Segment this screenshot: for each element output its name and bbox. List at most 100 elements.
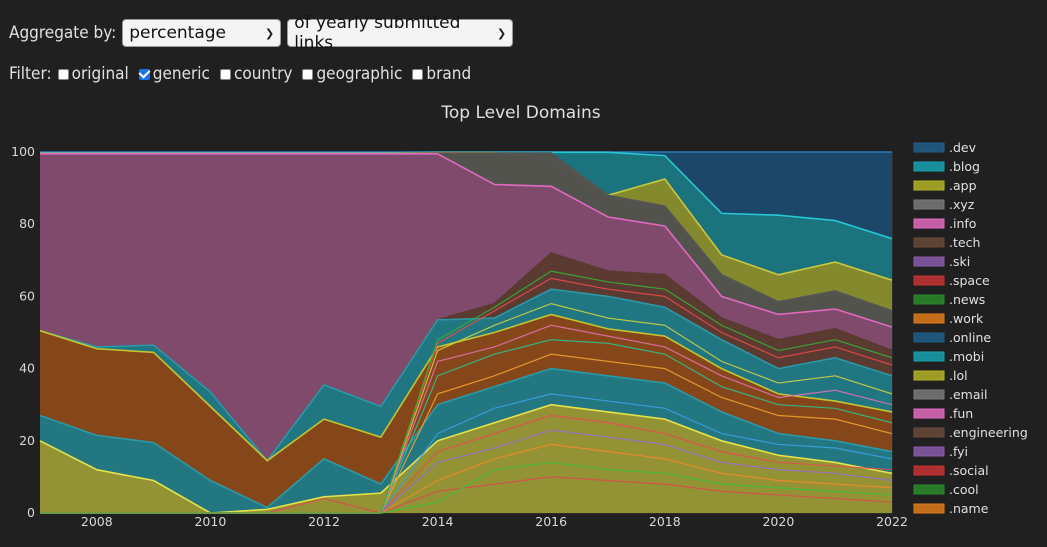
area-band-line	[39, 403, 893, 514]
legend-swatch	[913, 503, 945, 514]
filter-geographic-label: geographic	[316, 64, 403, 84]
generic-checkbox[interactable]	[138, 68, 150, 80]
legend-label: .news	[949, 292, 985, 307]
of-select[interactable]: of yearly submitted links ❯	[287, 13, 514, 53]
legend-swatch	[913, 294, 945, 305]
filter-label: Filter:	[9, 64, 52, 84]
legend-label: .name	[949, 501, 989, 516]
y-tick-label: 0	[27, 505, 35, 520]
legend-swatch	[913, 237, 945, 248]
axes: 2008 2010 2012 2014 2016 2018 2020 2022 0 20 40 60 8…	[11, 144, 908, 529]
legend-label: .engineering	[949, 425, 1028, 440]
legend-item: .news	[913, 292, 985, 307]
legend-item: .engineering	[913, 425, 1028, 440]
x-tick-label: 2010	[194, 514, 226, 529]
legend-swatch	[913, 313, 945, 324]
area-band-line	[39, 367, 893, 509]
filter-generic-label: generic	[152, 64, 210, 84]
chevron-down-icon: ❯	[497, 26, 507, 40]
legend-swatch	[913, 142, 945, 153]
original-checkbox[interactable]	[57, 68, 69, 80]
legend-swatch	[913, 408, 945, 419]
legend-label: .ski	[949, 254, 970, 269]
filter-generic[interactable]: generic	[138, 64, 210, 84]
legend: .dev .blog .app .xyz .info .tech .ski .space .ne…	[913, 140, 1028, 516]
filter-brand[interactable]: brand	[412, 64, 471, 84]
legend-swatch	[913, 332, 945, 343]
legend-item: .online	[913, 330, 991, 345]
chevron-down-icon: ❯	[265, 26, 275, 40]
x-tick-label: 2008	[81, 514, 113, 529]
brand-checkbox[interactable]	[412, 68, 424, 80]
area-band-line	[39, 313, 893, 462]
legend-swatch	[913, 256, 945, 267]
legend-label: .blog	[949, 159, 980, 174]
aggregate-controls: Aggregate by: percentage ❯ of yearly sub…	[9, 13, 519, 53]
filter-country[interactable]: country	[219, 64, 293, 84]
legend-item: .ski	[913, 254, 970, 269]
y-tick-label: 80	[19, 216, 35, 231]
legend-swatch	[913, 427, 945, 438]
legend-label: .mobi	[949, 349, 984, 364]
x-tick-label: 2014	[422, 514, 454, 529]
legend-item: .cool	[913, 482, 979, 497]
legend-swatch	[913, 446, 945, 457]
legend-label: .online	[949, 330, 991, 345]
y-tick-label: 100	[11, 144, 35, 159]
legend-swatch	[913, 275, 945, 286]
x-tick-label: 2018	[649, 514, 681, 529]
legend-label: .fun	[949, 406, 973, 421]
legend-label: .space	[949, 273, 990, 288]
series-line	[40, 270, 893, 514]
aggregate-label: Aggregate by:	[9, 23, 117, 43]
filter-original[interactable]: original	[57, 64, 129, 84]
legend-item: .social	[913, 463, 989, 478]
x-tick-label: 2012	[308, 514, 340, 529]
legend-item: .info	[913, 216, 976, 231]
legend-label: .fyi	[949, 444, 968, 459]
legend-item: .fyi	[913, 444, 968, 459]
aggregate-select[interactable]: percentage ❯	[122, 19, 282, 47]
legend-swatch	[913, 199, 945, 210]
legend-swatch	[913, 370, 945, 381]
geographic-checkbox[interactable]	[302, 68, 314, 80]
y-tick-label: 20	[19, 433, 35, 448]
legend-label: .social	[949, 463, 989, 478]
legend-item: .name	[913, 501, 989, 516]
legend-swatch	[913, 351, 945, 362]
legend-item: .dev	[913, 140, 977, 155]
legend-item: .blog	[913, 159, 980, 174]
x-tick-label: 2016	[535, 514, 567, 529]
legend-label: .email	[949, 387, 987, 402]
legend-swatch	[913, 484, 945, 495]
filter-controls: Filter: original generic country geograp…	[9, 64, 481, 84]
legend-item: .xyz	[913, 197, 975, 212]
legend-label: .lol	[949, 368, 968, 383]
legend-swatch	[913, 180, 945, 191]
legend-item: .fun	[913, 406, 973, 421]
legend-swatch	[913, 161, 945, 172]
aggregate-select-value: percentage	[129, 23, 227, 43]
legend-swatch	[913, 465, 945, 476]
legend-label: .info	[949, 216, 976, 231]
legend-item: .app	[913, 178, 977, 193]
y-tick-label: 40	[19, 361, 35, 376]
filter-country-label: country	[233, 64, 293, 84]
legend-item: .work	[913, 311, 984, 326]
x-tick-label: 2020	[762, 514, 794, 529]
filter-geographic[interactable]: geographic	[302, 64, 402, 84]
country-checkbox[interactable]	[219, 68, 231, 80]
legend-item: .mobi	[913, 349, 984, 364]
legend-label: .work	[949, 311, 984, 326]
legend-item: .email	[913, 387, 987, 402]
legend-label: .app	[949, 178, 977, 193]
legend-label: .xyz	[949, 197, 975, 212]
legend-item: .tech	[913, 235, 980, 250]
legend-swatch	[913, 389, 945, 400]
y-tick-label: 60	[19, 288, 35, 303]
chart-title: Top Level Domains	[440, 103, 600, 123]
legend-label: .dev	[949, 140, 977, 155]
of-select-value: of yearly submitted links	[294, 13, 461, 53]
area-band-line	[39, 288, 893, 462]
